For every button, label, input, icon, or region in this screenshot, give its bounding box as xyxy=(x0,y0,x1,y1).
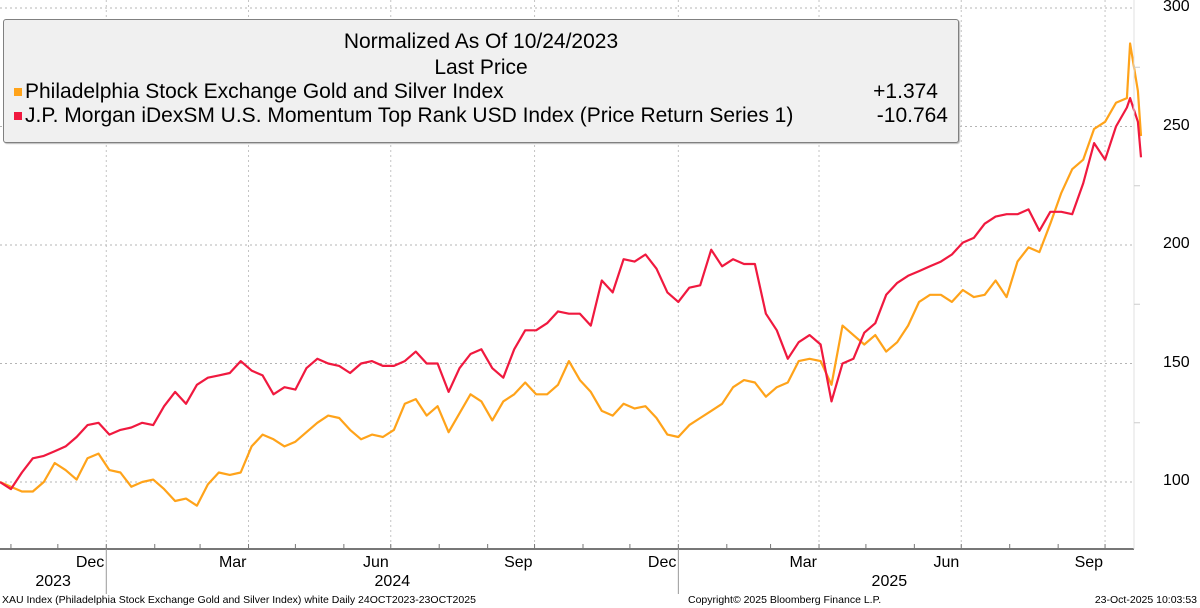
legend: Normalized As Of 10/24/2023 Last Price P… xyxy=(3,19,959,143)
y-tick-label: 100 xyxy=(1163,472,1190,489)
legend-label: Philadelphia Stock Exchange Gold and Sil… xyxy=(25,80,504,103)
momentum-swatch-icon xyxy=(14,112,22,120)
axes xyxy=(0,0,1140,594)
legend-label: J.P. Morgan iDexSM U.S. Momentum Top Ran… xyxy=(25,104,794,127)
legend-item-momentum: J.P. Morgan iDexSM U.S. Momentum Top Ran… xyxy=(14,104,948,128)
year-label: 2025 xyxy=(871,573,908,590)
footer-timestamp: 23-Oct-2025 10:03:53 xyxy=(1094,594,1197,606)
x-tick-label: Dec xyxy=(647,554,677,571)
year-label: 2024 xyxy=(374,573,411,590)
legend-value: -10.764 xyxy=(876,104,948,127)
legend-value: +1.374 xyxy=(873,80,938,103)
y-tick-label: 250 xyxy=(1163,116,1190,134)
x-tick-label: Jun xyxy=(362,554,389,571)
legend-subtitle: Last Price xyxy=(434,56,528,79)
year-label: 2023 xyxy=(35,573,71,590)
y-tick-label: 200 xyxy=(1163,235,1190,252)
y-tick-label: 300 xyxy=(1163,0,1190,15)
y-tick-label: 150 xyxy=(1163,353,1190,371)
x-tick-label: Mar xyxy=(218,554,247,571)
momentum-index-line xyxy=(0,96,1143,491)
legend-item-gold: Philadelphia Stock Exchange Gold and Sil… xyxy=(14,80,938,104)
x-tick-label: Sep xyxy=(504,554,533,571)
gold-swatch-icon xyxy=(14,88,22,96)
x-tick-label: Mar xyxy=(789,554,818,571)
series-lines xyxy=(0,42,1143,507)
footer-copyright: Copyright© 2025 Bloomberg Finance L.P. xyxy=(688,594,882,606)
x-tick-label: Jun xyxy=(933,554,960,571)
x-tick-label: Dec xyxy=(75,554,105,571)
gold-index-line xyxy=(0,42,1143,507)
x-tick-label: Sep xyxy=(1074,554,1104,571)
legend-title: Normalized As Of 10/24/2023 xyxy=(343,30,619,53)
footer-source: XAU Index (Philadelphia Stock Exchange G… xyxy=(2,594,476,606)
